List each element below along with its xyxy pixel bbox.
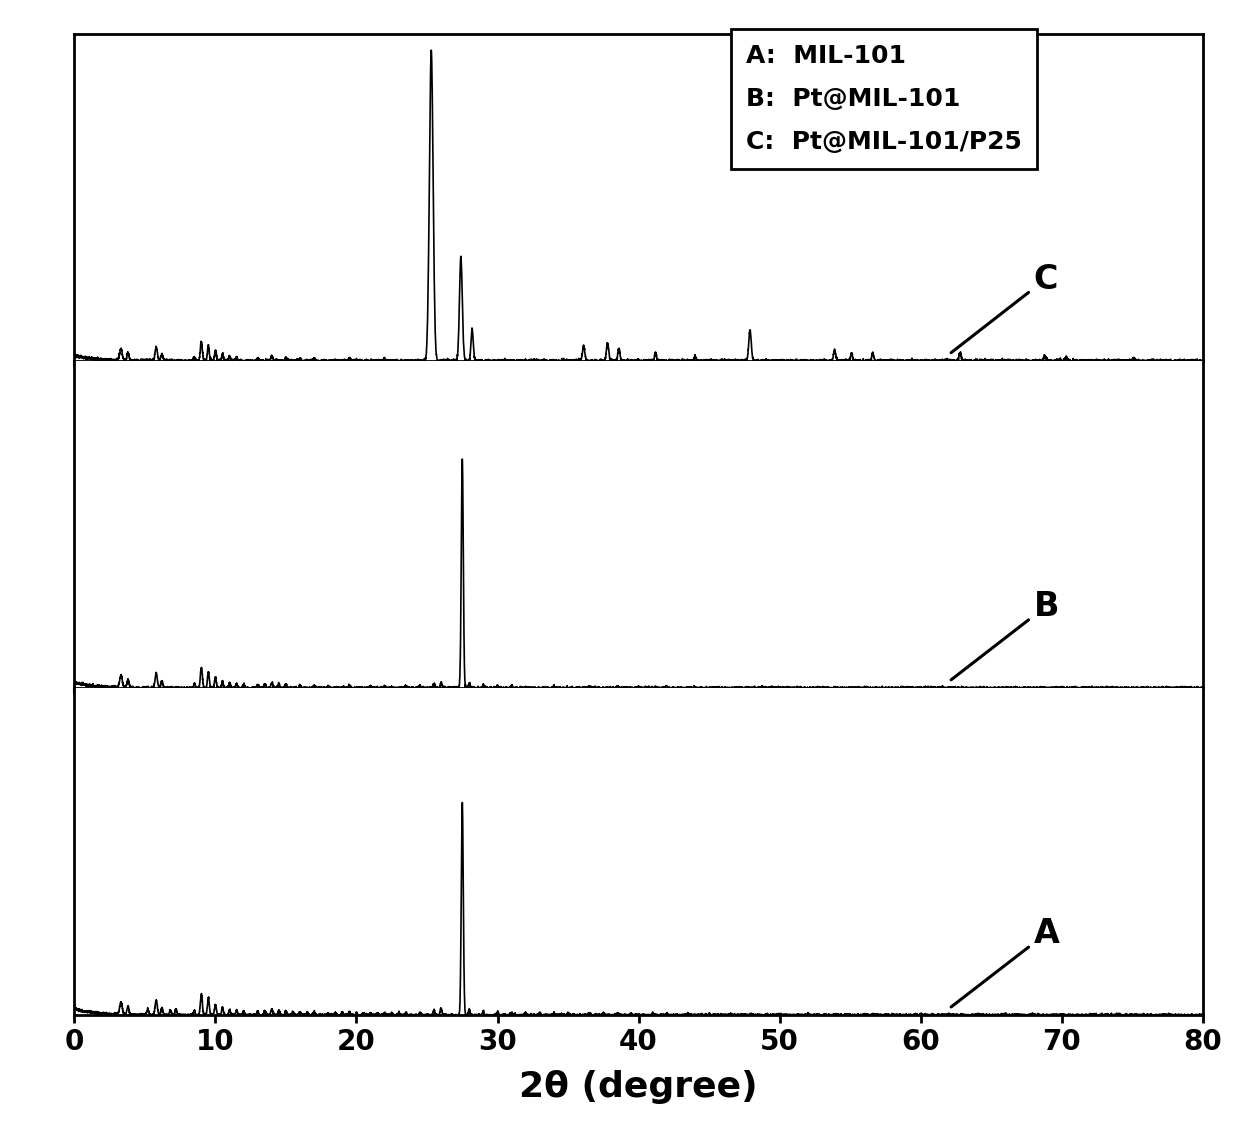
Text: B: B xyxy=(951,590,1059,680)
Text: A:  MIL-101
B:  Pt@MIL-101
C:  Pt@MIL-101/P25: A: MIL-101 B: Pt@MIL-101 C: Pt@MIL-101/P… xyxy=(745,44,1022,153)
X-axis label: 2θ (degree): 2θ (degree) xyxy=(520,1070,758,1104)
Text: A: A xyxy=(951,917,1059,1007)
Text: C: C xyxy=(951,263,1058,353)
